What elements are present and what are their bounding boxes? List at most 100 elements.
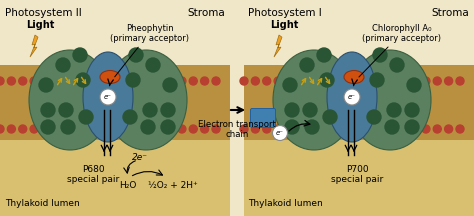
Circle shape (178, 77, 186, 85)
Circle shape (212, 125, 220, 133)
Circle shape (30, 77, 38, 85)
Circle shape (303, 103, 317, 117)
Text: Thylakoid lumen: Thylakoid lumen (248, 199, 323, 208)
Text: e⁻: e⁻ (276, 130, 284, 136)
Circle shape (64, 125, 72, 133)
Bar (244, 0, 474, 65)
Circle shape (445, 125, 453, 133)
Ellipse shape (29, 50, 111, 150)
Circle shape (41, 120, 55, 134)
Circle shape (433, 125, 441, 133)
Circle shape (456, 125, 464, 133)
Circle shape (407, 78, 421, 92)
Circle shape (399, 77, 407, 85)
Circle shape (251, 125, 259, 133)
Circle shape (365, 77, 373, 85)
Circle shape (75, 77, 83, 85)
Circle shape (98, 77, 106, 85)
Circle shape (308, 77, 316, 85)
Circle shape (274, 125, 282, 133)
Ellipse shape (83, 52, 133, 142)
Circle shape (388, 77, 396, 85)
Circle shape (155, 77, 163, 85)
Circle shape (166, 77, 174, 85)
Circle shape (422, 125, 430, 133)
Circle shape (319, 77, 328, 85)
Circle shape (323, 110, 337, 124)
Circle shape (240, 77, 248, 85)
Circle shape (376, 77, 384, 85)
Text: Chlorophyll A₀
(primary acceptor): Chlorophyll A₀ (primary acceptor) (363, 24, 441, 43)
Bar (0, 0, 230, 65)
Circle shape (285, 77, 293, 85)
Circle shape (405, 103, 419, 117)
Circle shape (285, 125, 293, 133)
Circle shape (297, 125, 305, 133)
Text: e⁻: e⁻ (348, 94, 356, 100)
Ellipse shape (344, 70, 364, 84)
Ellipse shape (273, 50, 355, 150)
Circle shape (166, 125, 174, 133)
Circle shape (445, 77, 453, 85)
Text: 2e⁻: 2e⁻ (132, 152, 148, 162)
Circle shape (201, 77, 209, 85)
Text: e⁻: e⁻ (104, 94, 112, 100)
Circle shape (285, 120, 299, 134)
Circle shape (87, 77, 95, 85)
Text: Light: Light (26, 20, 54, 30)
Circle shape (161, 103, 175, 117)
Ellipse shape (105, 50, 187, 150)
Circle shape (123, 110, 137, 124)
Circle shape (263, 125, 271, 133)
Circle shape (354, 77, 362, 85)
Circle shape (319, 125, 328, 133)
Circle shape (98, 125, 106, 133)
Circle shape (0, 125, 4, 133)
Circle shape (155, 125, 163, 133)
Circle shape (456, 77, 464, 85)
Circle shape (297, 77, 305, 85)
Circle shape (121, 77, 129, 85)
Circle shape (8, 125, 15, 133)
Circle shape (283, 78, 297, 92)
Circle shape (308, 125, 316, 133)
Circle shape (0, 77, 4, 85)
Circle shape (41, 125, 49, 133)
Text: Photosystem II: Photosystem II (5, 8, 82, 18)
Text: Light: Light (270, 20, 298, 30)
Circle shape (144, 125, 152, 133)
Circle shape (331, 125, 339, 133)
Circle shape (61, 120, 75, 134)
Circle shape (189, 77, 197, 85)
Circle shape (64, 77, 72, 85)
Circle shape (56, 58, 70, 72)
Circle shape (240, 125, 248, 133)
Circle shape (385, 120, 399, 134)
Circle shape (365, 125, 373, 133)
Circle shape (53, 77, 61, 85)
Circle shape (433, 77, 441, 85)
Circle shape (163, 78, 177, 92)
Circle shape (387, 103, 401, 117)
Circle shape (121, 125, 129, 133)
Ellipse shape (349, 50, 431, 150)
Text: P680
special pair: P680 special pair (67, 165, 119, 184)
Text: Thylakoid lumen: Thylakoid lumen (5, 199, 80, 208)
Circle shape (76, 73, 90, 87)
Circle shape (410, 77, 419, 85)
Circle shape (132, 77, 140, 85)
Circle shape (146, 58, 160, 72)
Circle shape (410, 125, 419, 133)
Circle shape (390, 58, 404, 72)
Text: Photosystem I: Photosystem I (248, 8, 322, 18)
Text: Pheophytin
(primary acceptor): Pheophytin (primary acceptor) (110, 24, 190, 43)
Circle shape (201, 125, 209, 133)
Circle shape (370, 73, 384, 87)
Text: H₂O: H₂O (119, 181, 137, 189)
Circle shape (305, 120, 319, 134)
Bar (230, 0, 244, 216)
Text: ½O₂ + 2H⁺: ½O₂ + 2H⁺ (148, 181, 198, 189)
Circle shape (317, 48, 331, 62)
Circle shape (367, 110, 381, 124)
Polygon shape (30, 35, 38, 57)
